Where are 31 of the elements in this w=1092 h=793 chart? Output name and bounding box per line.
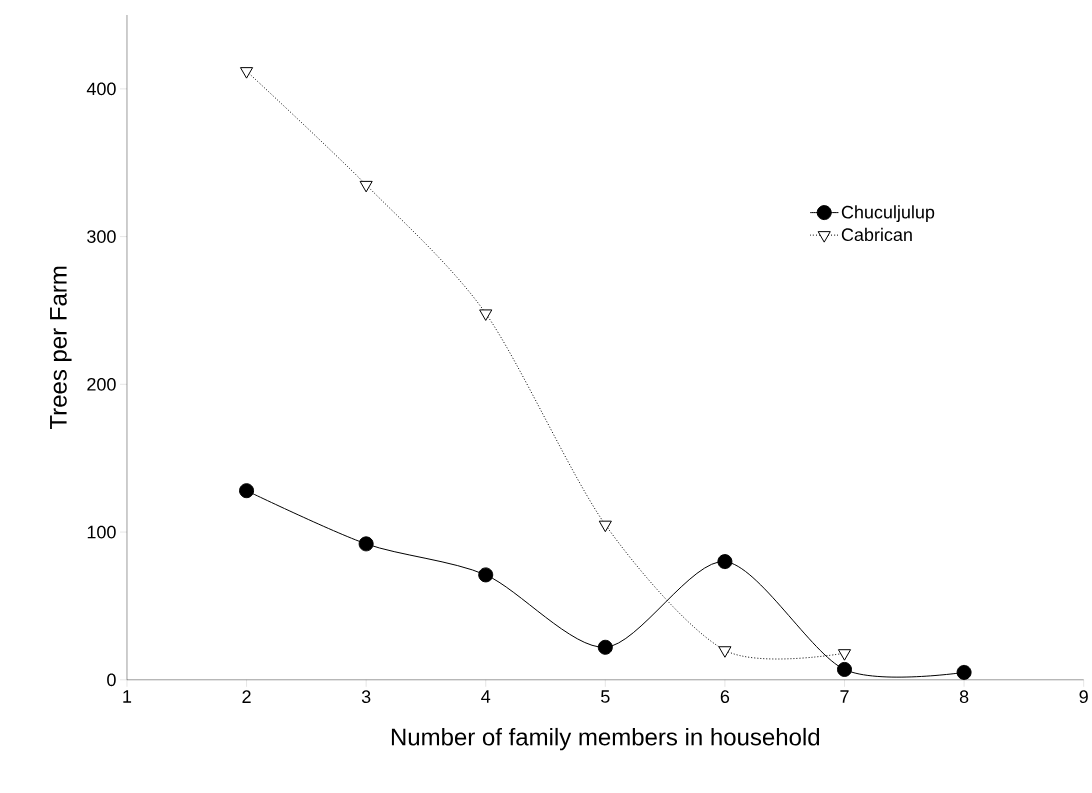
point bbox=[956, 665, 972, 681]
legend-label: Chuculjulup bbox=[841, 205, 935, 223]
point bbox=[479, 309, 493, 322]
x-tick-label: 8 bbox=[959, 690, 969, 704]
x-tick-label: 6 bbox=[720, 690, 730, 704]
point bbox=[717, 554, 733, 570]
y-axis-title: Trees per Farm bbox=[50, 266, 72, 430]
point bbox=[359, 181, 373, 193]
point bbox=[478, 567, 494, 583]
y-tick-label: 100 bbox=[87, 525, 116, 539]
point bbox=[598, 520, 612, 533]
point bbox=[239, 67, 254, 79]
point bbox=[239, 483, 255, 499]
x-tick-label: 1 bbox=[123, 690, 132, 703]
x-tick-label: 5 bbox=[601, 690, 610, 703]
point bbox=[358, 536, 374, 552]
point bbox=[718, 646, 732, 658]
x-tick-label: 9 bbox=[1079, 690, 1088, 704]
point bbox=[597, 639, 613, 655]
x-tick-label: 2 bbox=[242, 690, 251, 704]
x-axis-title: Number of family members in household bbox=[391, 728, 820, 751]
point bbox=[837, 662, 852, 678]
x-tick-label: 4 bbox=[481, 690, 491, 703]
y-tick-label: 0 bbox=[107, 673, 116, 687]
x-tick-label: 3 bbox=[361, 690, 371, 704]
legend-label: Cabrican bbox=[841, 227, 912, 242]
y-tick-label: 300 bbox=[87, 230, 116, 244]
y-tick-label: 400 bbox=[86, 82, 116, 96]
y-tick-label: 200 bbox=[87, 378, 116, 391]
x-tick-label: 7 bbox=[840, 690, 849, 703]
point bbox=[837, 649, 852, 661]
